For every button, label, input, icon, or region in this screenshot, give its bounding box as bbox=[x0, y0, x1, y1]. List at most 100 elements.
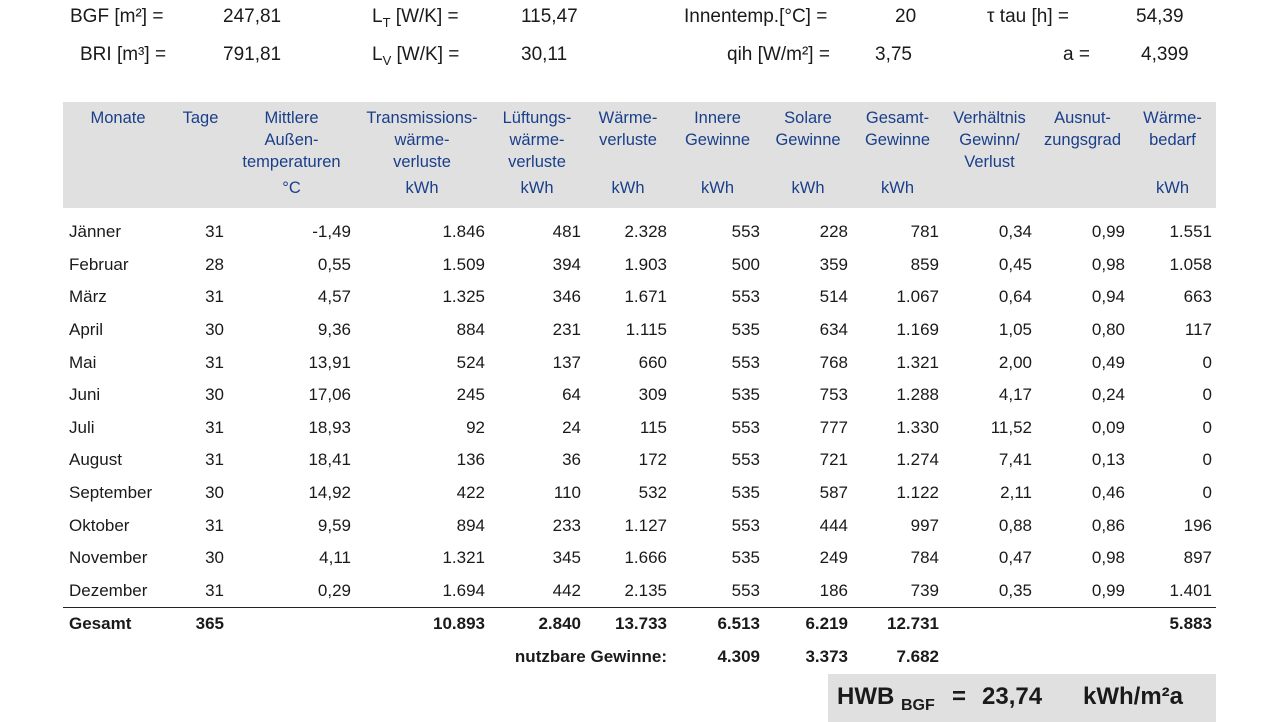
monthly-heat-table: Monate Tage Mittlere Außen-temperaturen T… bbox=[63, 102, 1216, 673]
table-cell: 0 bbox=[1202, 483, 1212, 503]
table-cell: 721 bbox=[819, 450, 848, 470]
table-row: Jänner 31 -1,49 1.846 481 2.328 553 228 781 0,34 0… bbox=[63, 216, 1216, 249]
hwb-label: HWB BGF bbox=[837, 683, 935, 714]
table-cell: 0,13 bbox=[1091, 450, 1125, 470]
table-cell: 110 bbox=[553, 483, 581, 503]
table-row: November 30 4,11 1.321 345 1.666 535 249 784 0,47… bbox=[63, 542, 1216, 575]
table-cell: -1,49 bbox=[312, 222, 351, 242]
col-head-line: Verlust bbox=[964, 153, 1015, 171]
table-row: Mai 31 13,91 524 137 660 553 768 1.321 2,00 0,49 0 bbox=[63, 346, 1216, 379]
bgf-label: BGF [m²] = bbox=[70, 6, 164, 27]
col-head-line: Gewinne bbox=[864, 131, 931, 149]
col-head-transmissionsverluste: Transmissions-wärme-verluste bbox=[355, 102, 489, 173]
table-cell: 1.694 bbox=[442, 580, 485, 600]
table-cell: 249 bbox=[819, 548, 848, 568]
nutzbare-gewinne-label: nutzbare Gewinne: bbox=[514, 647, 667, 667]
table-cell: 500 bbox=[731, 254, 760, 274]
table-cell: 117 bbox=[1184, 320, 1212, 340]
table-cell: 553 bbox=[731, 287, 760, 307]
table-cell: 739 bbox=[910, 580, 939, 600]
table-cell: 0,88 bbox=[998, 515, 1032, 535]
table-row: August 31 18,41 136 36 172 553 721 1.274 7,41 0,13… bbox=[63, 444, 1216, 477]
total-cell: 10.893 bbox=[355, 607, 489, 641]
table-cell: 30 bbox=[205, 385, 224, 405]
table-cell: 0,94 bbox=[1091, 287, 1125, 307]
col-unit bbox=[63, 173, 173, 208]
table-cell: 0,98 bbox=[1091, 254, 1125, 274]
table-cell: 345 bbox=[552, 548, 581, 568]
table-cell: 634 bbox=[819, 320, 848, 340]
table-row: September 30 14,92 422 110 532 535 587 1.122 2,11… bbox=[63, 477, 1216, 510]
col-head-aussentemperatur: Mittlere Außen-temperaturen bbox=[228, 102, 355, 173]
table-cell: 553 bbox=[731, 450, 760, 470]
col-head-line: Wärme- bbox=[1143, 109, 1202, 127]
table-cell: 1.325 bbox=[442, 287, 485, 307]
table-cell: 781 bbox=[910, 222, 939, 242]
month-name: Mai bbox=[69, 352, 97, 372]
table-cell: 31 bbox=[205, 417, 224, 437]
table-cell: 346 bbox=[552, 287, 581, 307]
table-cell: 4,11 bbox=[319, 548, 351, 568]
hwb-result-box: HWB BGF = 23,74 kWh/m²a bbox=[828, 674, 1216, 722]
table-cell: 7,41 bbox=[998, 450, 1032, 470]
table-cell: 31 bbox=[205, 352, 224, 372]
col-head-verhaeltnis: Verhältnis Gewinn/Verlust bbox=[943, 102, 1036, 173]
table-cell: 524 bbox=[456, 352, 485, 372]
table-cell: 309 bbox=[638, 385, 667, 405]
table-cell: 0,49 bbox=[1091, 352, 1125, 372]
table-cell: 4,57 bbox=[317, 287, 351, 307]
col-head-line: Tage bbox=[182, 109, 219, 127]
table-cell: 64 bbox=[562, 385, 581, 405]
col-unit: kWh bbox=[355, 173, 489, 208]
col-head-line: Ausnut- bbox=[1054, 109, 1111, 127]
table-cell: 1.058 bbox=[1169, 254, 1212, 274]
table-cell: 0,55 bbox=[317, 254, 351, 274]
table-cell: 31 bbox=[205, 450, 224, 470]
table-cell: 30 bbox=[205, 483, 224, 503]
tau-value: 54,39 bbox=[1136, 6, 1184, 27]
table-cell: 784 bbox=[910, 548, 939, 568]
table-cell: 997 bbox=[910, 515, 939, 535]
total-cell bbox=[228, 607, 355, 641]
table-cell: 0 bbox=[1202, 450, 1212, 470]
table-cell: 0,46 bbox=[1091, 483, 1125, 503]
table-cell: 18,41 bbox=[308, 450, 351, 470]
table-cell: 18,93 bbox=[308, 417, 351, 437]
col-head-line: Wärme- bbox=[598, 109, 658, 127]
month-name: August bbox=[69, 450, 122, 470]
table-cell: 9,59 bbox=[317, 515, 351, 535]
lv-value: 30,11 bbox=[521, 44, 568, 65]
col-head-line: temperaturen bbox=[242, 153, 341, 171]
col-head-waermebedarf: Wärme-bedarf bbox=[1129, 102, 1216, 173]
table-row: Dezember 31 0,29 1.694 442 2.135 553 186 739 0,35… bbox=[63, 575, 1216, 608]
table-cell: 0,99 bbox=[1091, 222, 1125, 242]
col-head-line: wärme- bbox=[394, 131, 450, 149]
table-cell: 514 bbox=[819, 287, 848, 307]
col-head-line: verluste bbox=[393, 153, 451, 171]
month-name: Jänner bbox=[69, 222, 121, 242]
table-cell: 535 bbox=[731, 320, 760, 340]
col-head-line: wärme- bbox=[509, 131, 565, 149]
table-cell: 0 bbox=[1202, 417, 1212, 437]
table-cell: 1.401 bbox=[1169, 580, 1212, 600]
col-head-monate: Monate bbox=[63, 102, 173, 173]
table-cell: 1.127 bbox=[624, 515, 667, 535]
col-head-ausnutzungsgrad: Ausnut-zungsgrad bbox=[1036, 102, 1129, 173]
table-cell: 9,36 bbox=[317, 320, 351, 340]
lv-label: LV [W/K] = bbox=[372, 44, 460, 68]
table-cell: 1.274 bbox=[896, 450, 939, 470]
table-cell: 31 bbox=[205, 222, 224, 242]
table-cell: 553 bbox=[731, 222, 760, 242]
table-cell: 31 bbox=[205, 580, 224, 600]
table-cell: 1.321 bbox=[896, 352, 939, 372]
table-cell: 1,05 bbox=[998, 320, 1032, 340]
innentemp-label: Innentemp.[°C] = bbox=[684, 6, 828, 27]
total-cell: 6.513 bbox=[671, 607, 764, 641]
table-cell: 553 bbox=[731, 515, 760, 535]
month-name: Oktober bbox=[69, 515, 130, 535]
col-head-line: Verhältnis bbox=[953, 109, 1026, 127]
table-cell: 1.846 bbox=[442, 222, 485, 242]
table-cell: 535 bbox=[731, 385, 760, 405]
nutzbare-gewinne-row: nutzbare Gewinne: 4.309 3.373 7.682 bbox=[63, 641, 1216, 674]
table-cell: 4,17 bbox=[998, 385, 1032, 405]
